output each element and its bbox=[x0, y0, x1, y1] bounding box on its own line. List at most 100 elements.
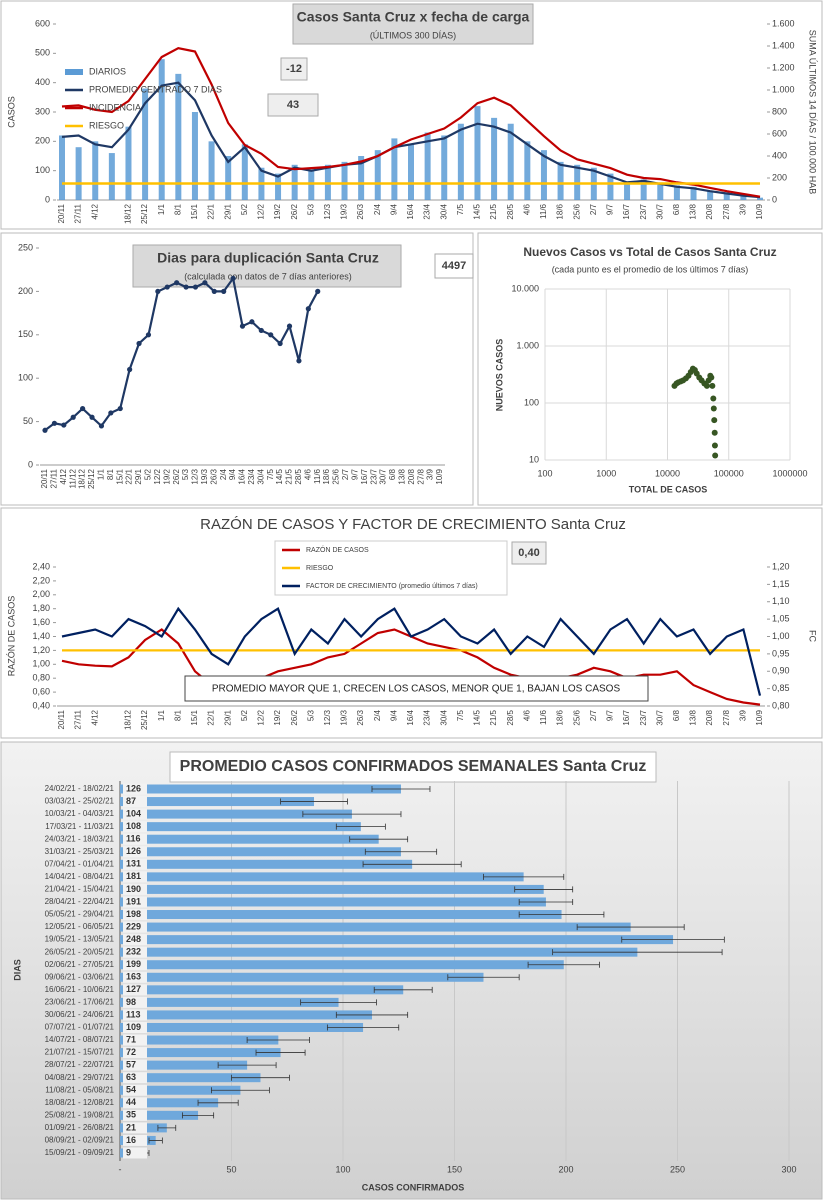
marker bbox=[70, 414, 76, 420]
title-box bbox=[292, 3, 534, 45]
x-tick-label: 26/2 bbox=[172, 468, 181, 484]
error-bar bbox=[514, 886, 574, 893]
x-tick-label: 7/5 bbox=[456, 709, 465, 721]
x-tick-label: 12/2 bbox=[153, 468, 162, 484]
bar bbox=[120, 910, 562, 920]
x-tick-label: 1/1 bbox=[157, 709, 166, 721]
note-box bbox=[184, 675, 649, 702]
bar bbox=[92, 141, 99, 200]
x-tick-label: 11/6 bbox=[539, 709, 548, 725]
value-label-box bbox=[123, 896, 147, 908]
annotation: -12 bbox=[286, 63, 302, 75]
x-tick-label: 20/11 bbox=[40, 468, 49, 488]
x-tick-label: 12/2 bbox=[257, 709, 266, 725]
bar bbox=[374, 150, 381, 200]
y-tick-label: 300 bbox=[35, 106, 50, 116]
value-label: 181 bbox=[126, 871, 141, 881]
chart-subtitle: (cada punto es el promedio de los último… bbox=[552, 264, 749, 274]
x-tick-label: 3/9 bbox=[426, 468, 435, 480]
marker bbox=[296, 358, 302, 364]
bar bbox=[120, 1010, 372, 1020]
bar bbox=[740, 195, 747, 200]
x-tick-label: 16/4 bbox=[406, 709, 415, 725]
x-axis-label: TOTAL DE CASOS bbox=[629, 484, 708, 494]
bar bbox=[424, 132, 431, 200]
bar bbox=[59, 135, 65, 200]
error-bar bbox=[211, 1087, 270, 1094]
y-tick-label: 23/06/21 - 17/06/21 bbox=[45, 997, 115, 1006]
title-box bbox=[169, 751, 657, 783]
legend-label: INCIDENCIA bbox=[89, 102, 141, 112]
x-tick-label: 3/9 bbox=[739, 203, 748, 215]
y-tick-label: 0 bbox=[45, 194, 50, 204]
x-tick-label: 7/5 bbox=[456, 203, 465, 215]
y-tick-label: 1,20 bbox=[32, 645, 50, 655]
x-tick-label: 16/7 bbox=[360, 468, 369, 484]
y-tick-label: 08/09/21 - 02/09/21 bbox=[45, 1136, 115, 1145]
value-label: 127 bbox=[126, 984, 141, 994]
value-label: 113 bbox=[126, 1009, 141, 1019]
x-tick-label: 3/9 bbox=[739, 709, 748, 721]
marker bbox=[221, 288, 227, 294]
y2-axis-label: SUMA ÚLTIMOS 14 DÍAS / 100.000 HAB bbox=[808, 30, 818, 194]
x-tick-label: 20/8 bbox=[705, 203, 714, 219]
y-tick-label: 17/03/21 - 11/03/21 bbox=[45, 822, 114, 831]
x-tick-label: 1000000 bbox=[772, 468, 807, 478]
value-label: 191 bbox=[126, 896, 141, 906]
x-tick-label: 20/8 bbox=[705, 709, 714, 725]
y2-tick-label: 200 bbox=[772, 172, 787, 182]
x-tick-label: 7/5 bbox=[266, 468, 275, 480]
bar bbox=[120, 972, 484, 982]
x-tick-label: 5/2 bbox=[240, 709, 249, 721]
bar bbox=[657, 182, 664, 200]
error-bar bbox=[483, 873, 565, 880]
bar bbox=[175, 73, 182, 200]
annotation: 0,40 bbox=[518, 547, 539, 559]
x-tick-label: 50 bbox=[226, 1164, 236, 1174]
error-bar bbox=[362, 861, 462, 868]
marker bbox=[211, 288, 217, 294]
y-tick-label: 2,40 bbox=[32, 561, 50, 571]
annotation-box bbox=[267, 93, 319, 117]
x-tick-label: 9/4 bbox=[228, 468, 237, 480]
x-tick-label: 250 bbox=[670, 1164, 685, 1174]
y-tick-label: 14/04/21 - 08/04/21 bbox=[45, 872, 115, 881]
value-label: 229 bbox=[126, 921, 141, 931]
x-tick-label: 22/1 bbox=[125, 468, 134, 484]
note: PROMEDIO MAYOR QUE 1, CRECEN LOS CASOS, … bbox=[212, 684, 621, 695]
value-label: 108 bbox=[126, 821, 141, 831]
bar bbox=[120, 847, 401, 857]
x-tick-label: 22/1 bbox=[207, 709, 216, 725]
x-tick-label: 18/12 bbox=[78, 468, 87, 489]
x-tick-label: 300 bbox=[781, 1164, 796, 1174]
x-tick-label: 5/3 bbox=[306, 203, 315, 215]
x-tick-label: 27/8 bbox=[722, 203, 731, 219]
x-tick-label: 2/4 bbox=[373, 709, 382, 721]
marker bbox=[98, 423, 105, 429]
x-tick-label: 4/12 bbox=[59, 468, 68, 484]
bar bbox=[120, 1048, 281, 1058]
marker bbox=[268, 332, 274, 338]
line bbox=[61, 81, 761, 199]
error-bar bbox=[621, 936, 725, 943]
value-label-box bbox=[123, 1134, 147, 1146]
x-tick-label: 27/11 bbox=[50, 468, 59, 488]
value-label-box bbox=[123, 1034, 147, 1046]
marker bbox=[192, 284, 199, 290]
error-bar bbox=[217, 1062, 277, 1069]
error-bar bbox=[518, 911, 605, 918]
y-tick-label: 150 bbox=[18, 329, 33, 339]
x-tick-label: 10000 bbox=[655, 468, 680, 478]
value-label: 163 bbox=[126, 972, 141, 982]
x-tick-label: 26/3 bbox=[209, 468, 218, 484]
x-tick-label: 2/7 bbox=[341, 468, 350, 480]
x-tick-label: 20/11 bbox=[57, 203, 66, 223]
x-tick-label: 22/1 bbox=[207, 203, 216, 219]
point bbox=[710, 405, 717, 412]
x-tick-label: 9/7 bbox=[606, 709, 615, 721]
bar bbox=[120, 884, 544, 894]
x-tick-label: 14/5 bbox=[275, 468, 284, 484]
marker bbox=[108, 410, 114, 416]
value-label: 9 bbox=[126, 1147, 131, 1157]
y-tick-label: 30/06/21 - 24/06/21 bbox=[45, 1010, 115, 1019]
